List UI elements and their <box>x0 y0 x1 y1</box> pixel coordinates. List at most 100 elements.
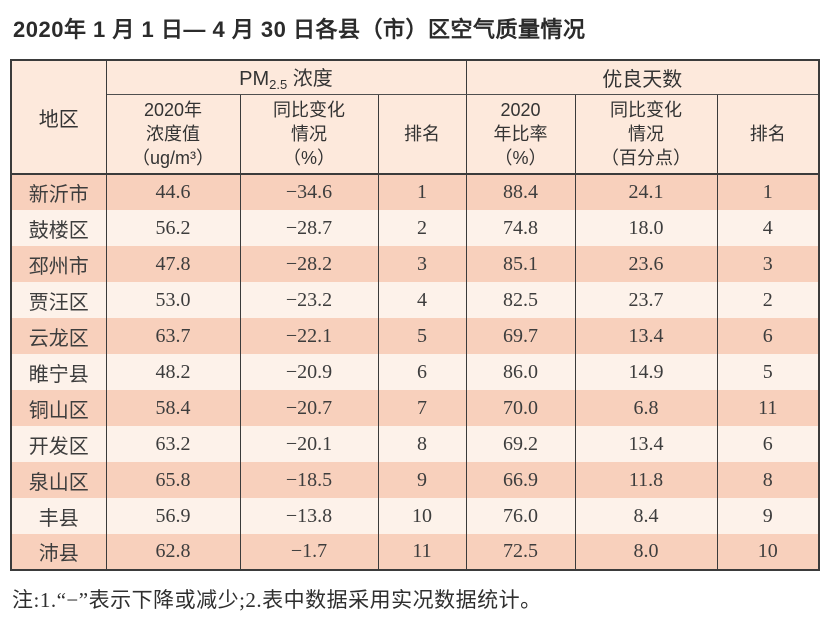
pm-label-subscript: 2.5 <box>269 77 288 93</box>
value-cell: 9 <box>377 462 467 498</box>
value-cell: 88.4 <box>465 174 576 210</box>
pm-label-prefix: PM <box>239 68 270 91</box>
header-gooddays-ratio: 2020 年比率 （%） <box>465 94 576 175</box>
header-gooddays-group: 优良天数 <box>465 60 820 95</box>
table-row: 丰县 56.9 −13.8 10 76.0 8.4 9 <box>10 498 820 534</box>
value-cell: 76.0 <box>465 498 576 534</box>
value-cell: 74.8 <box>465 210 576 246</box>
region-cell: 沛县 <box>10 534 107 570</box>
value-cell: 47.8 <box>105 246 241 282</box>
value-cell: 6 <box>716 318 820 354</box>
value-cell: 14.9 <box>574 354 718 390</box>
table-row: 泉山区 65.8 −18.5 9 66.9 11.8 8 <box>10 462 820 498</box>
value-cell: 6.8 <box>574 390 718 426</box>
value-cell: −23.2 <box>239 282 379 318</box>
value-cell: 4 <box>377 282 467 318</box>
header-sub-row: 2020年 浓度值 （ug/m³） 同比变化 情况 （%） 排名 2020 年比… <box>11 94 820 175</box>
value-cell: 63.7 <box>105 318 241 354</box>
value-cell: 11 <box>377 534 467 570</box>
header-pm-2020-value: 2020年 浓度值 （ug/m³） <box>105 94 241 175</box>
table-row: 睢宁县 48.2 −20.9 6 86.0 14.9 5 <box>10 354 820 390</box>
table-header: 地区 PM2.5 浓度 优良天数 2020年 浓度值 （ug/m³） 同比变化 … <box>10 60 820 175</box>
table-row: 邳州市 47.8 −28.2 3 85.1 23.6 3 <box>10 246 820 282</box>
value-cell: 62.8 <box>105 534 241 570</box>
value-cell: 58.4 <box>105 390 241 426</box>
value-cell: 8.4 <box>574 498 718 534</box>
region-cell: 丰县 <box>10 498 107 534</box>
value-cell: 66.9 <box>465 462 576 498</box>
value-cell: 1 <box>377 174 467 210</box>
header-region: 地区 <box>10 60 107 175</box>
value-cell: 3 <box>377 246 467 282</box>
value-cell: −28.2 <box>239 246 379 282</box>
header-gooddays-rank: 排名 <box>716 94 820 175</box>
value-cell: 4 <box>716 210 820 246</box>
value-cell: 72.5 <box>465 534 576 570</box>
region-cell: 贾汪区 <box>10 282 107 318</box>
value-cell: −20.7 <box>239 390 379 426</box>
region-cell: 新沂市 <box>10 174 107 210</box>
value-cell: 44.6 <box>105 174 241 210</box>
value-cell: 85.1 <box>465 246 576 282</box>
value-cell: 18.0 <box>574 210 718 246</box>
pm-label-suffix: 浓度 <box>287 68 333 91</box>
value-cell: 82.5 <box>465 282 576 318</box>
value-cell: 24.1 <box>574 174 718 210</box>
value-cell: 5 <box>716 354 820 390</box>
value-cell: 3 <box>716 246 820 282</box>
table-row: 沛县 62.8 −1.7 11 72.5 8.0 10 <box>10 534 820 570</box>
value-cell: −22.1 <box>239 318 379 354</box>
value-cell: 86.0 <box>465 354 576 390</box>
value-cell: −20.1 <box>239 426 379 462</box>
value-cell: 69.2 <box>465 426 576 462</box>
value-cell: 1 <box>716 174 820 210</box>
value-cell: 56.2 <box>105 210 241 246</box>
value-cell: 23.6 <box>574 246 718 282</box>
value-cell: 6 <box>377 354 467 390</box>
value-cell: 2 <box>377 210 467 246</box>
table-row: 云龙区 63.7 −22.1 5 69.7 13.4 6 <box>10 318 820 354</box>
value-cell: −18.5 <box>239 462 379 498</box>
value-cell: 56.9 <box>105 498 241 534</box>
footnote: 注:1.“−”表示下降或减少;2.表中数据采用实况数据统计。 <box>12 588 542 612</box>
header-pm25-group: PM2.5 浓度 <box>105 60 467 95</box>
air-quality-table: 地区 PM2.5 浓度 优良天数 2020年 浓度值 （ug/m³） 同比变化 … <box>10 59 821 571</box>
value-cell: −1.7 <box>239 534 379 570</box>
region-cell: 云龙区 <box>10 318 107 354</box>
value-cell: 8 <box>716 462 820 498</box>
value-cell: 65.8 <box>105 462 241 498</box>
region-cell: 睢宁县 <box>10 354 107 390</box>
value-cell: 7 <box>377 390 467 426</box>
value-cell: 13.4 <box>574 426 718 462</box>
value-cell: 8.0 <box>574 534 718 570</box>
header-pm-yoy-change: 同比变化 情况 （%） <box>239 94 379 175</box>
value-cell: 11.8 <box>574 462 718 498</box>
table-row: 鼓楼区 56.2 −28.7 2 74.8 18.0 4 <box>10 210 820 246</box>
value-cell: 23.7 <box>574 282 718 318</box>
region-cell: 鼓楼区 <box>10 210 107 246</box>
page-title: 2020年 1 月 1 日— 4 月 30 日各县（市）区空气质量情况 <box>13 17 586 42</box>
value-cell: 48.2 <box>105 354 241 390</box>
value-cell: 10 <box>377 498 467 534</box>
table-row: 开发区 63.2 −20.1 8 69.2 13.4 6 <box>10 426 820 462</box>
value-cell: 2 <box>716 282 820 318</box>
value-cell: 9 <box>716 498 820 534</box>
table-row: 贾汪区 53.0 −23.2 4 82.5 23.7 2 <box>10 282 820 318</box>
region-cell: 邳州市 <box>10 246 107 282</box>
table-row: 新沂市 44.6 −34.6 1 88.4 24.1 1 <box>10 174 820 210</box>
table-body: 新沂市 44.6 −34.6 1 88.4 24.1 1 鼓楼区 56.2 −28.7 2 74.8 1… <box>10 174 820 570</box>
value-cell: −20.9 <box>239 354 379 390</box>
header-group-row: 地区 PM2.5 浓度 优良天数 <box>10 60 820 175</box>
value-cell: 70.0 <box>465 390 576 426</box>
value-cell: 5 <box>377 318 467 354</box>
table-row: 铜山区 58.4 −20.7 7 70.0 6.8 11 <box>10 390 820 426</box>
value-cell: 10 <box>716 534 820 570</box>
region-cell: 泉山区 <box>10 462 107 498</box>
value-cell: 13.4 <box>574 318 718 354</box>
value-cell: 63.2 <box>105 426 241 462</box>
header-gooddays-yoy-change: 同比变化 情况 （百分点） <box>574 94 718 175</box>
region-cell: 铜山区 <box>10 390 107 426</box>
value-cell: −34.6 <box>239 174 379 210</box>
region-cell: 开发区 <box>10 426 107 462</box>
